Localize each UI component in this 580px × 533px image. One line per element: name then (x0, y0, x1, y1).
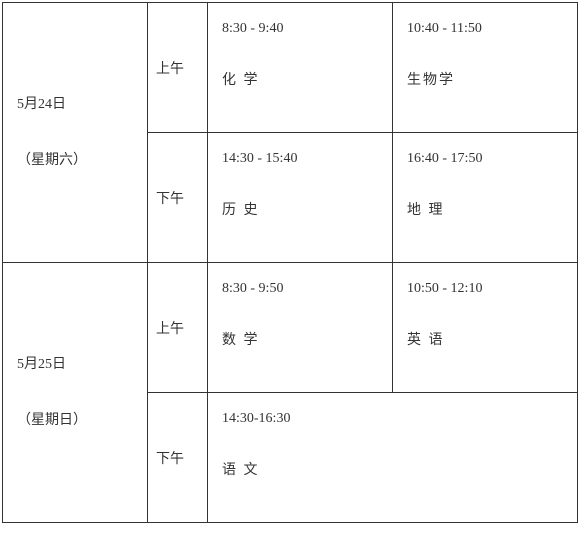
slot-time: 10:50 - 12:10 (407, 281, 563, 297)
weekday-text: （星期日） (17, 408, 133, 433)
date-text: 5月24日 (17, 92, 133, 117)
slot-subject: 地 理 (407, 199, 563, 219)
slot-cell: 10:50 - 12:10 英 语 (393, 263, 578, 393)
weekday-text: （星期六） (17, 148, 133, 173)
period-label: 上午 (156, 62, 184, 77)
slot-subject: 英 语 (407, 329, 563, 349)
slot-cell: 10:40 - 11:50 生物学 (393, 3, 578, 133)
period-label: 下午 (156, 452, 184, 467)
period-cell: 上午 (148, 263, 208, 393)
slot-time: 14:30 - 15:40 (222, 151, 378, 167)
slot-cell: 8:30 - 9:40 化 学 (208, 3, 393, 133)
period-cell: 下午 (148, 133, 208, 263)
period-label: 上午 (156, 322, 184, 337)
table-row: 5月24日 （星期六） 上午 8:30 - 9:40 化 学 10:40 - 1… (3, 3, 578, 133)
schedule-table: 5月24日 （星期六） 上午 8:30 - 9:40 化 学 10:40 - 1… (2, 2, 578, 523)
date-text: 5月25日 (17, 352, 133, 377)
table-row: 5月25日 （星期日） 上午 8:30 - 9:50 数 学 10:50 - 1… (3, 263, 578, 393)
slot-subject: 数 学 (222, 329, 378, 349)
slot-time: 8:30 - 9:50 (222, 281, 378, 297)
slot-cell: 16:40 - 17:50 地 理 (393, 133, 578, 263)
slot-time: 16:40 - 17:50 (407, 151, 563, 167)
slot-time: 8:30 - 9:40 (222, 21, 378, 37)
date-cell-day2: 5月25日 （星期日） (3, 263, 148, 523)
slot-subject: 化 学 (222, 69, 378, 89)
slot-subject: 生物学 (407, 69, 563, 89)
slot-subject: 历 史 (222, 199, 378, 219)
period-cell: 上午 (148, 3, 208, 133)
period-label: 下午 (156, 192, 184, 207)
slot-time: 14:30-16:30 (222, 411, 563, 427)
period-cell: 下午 (148, 393, 208, 523)
slot-subject: 语 文 (222, 459, 563, 479)
slot-cell: 14:30 - 15:40 历 史 (208, 133, 393, 263)
slot-cell: 8:30 - 9:50 数 学 (208, 263, 393, 393)
slot-time: 10:40 - 11:50 (407, 21, 563, 37)
date-cell-day1: 5月24日 （星期六） (3, 3, 148, 263)
slot-cell-merged: 14:30-16:30 语 文 (208, 393, 578, 523)
